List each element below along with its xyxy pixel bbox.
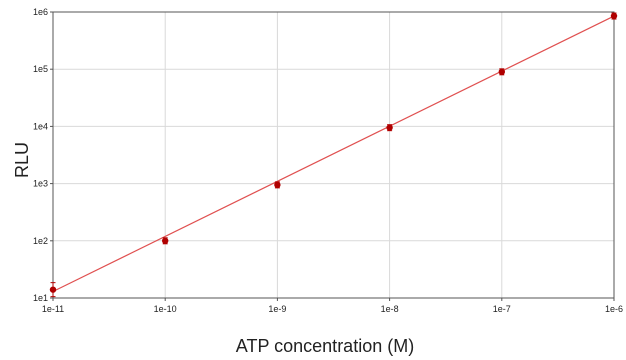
data-point: [274, 181, 281, 189]
data-point: [610, 12, 618, 20]
x-tick-label: 1e-10: [154, 304, 177, 314]
data-point: [162, 237, 169, 244]
grid-lines: [52, 11, 615, 299]
data-point: [498, 68, 505, 76]
y-tick-label: 1e2: [33, 236, 48, 246]
data-point: [386, 124, 393, 131]
data-points: [49, 12, 618, 298]
x-tick-label: 1e-7: [493, 304, 511, 314]
x-axis-ticks: 1e-11 1e-10 1e-9 1e-8 1e-7 1e-6: [42, 298, 623, 314]
x-tick-label: 1e-6: [605, 304, 623, 314]
x-tick-label: 1e-9: [268, 304, 286, 314]
y-tick-label: 1e5: [33, 64, 48, 74]
x-tick-label: 1e-8: [381, 304, 399, 314]
y-tick-label: 1e1: [33, 293, 48, 303]
fit-line-group: [52, 15, 615, 293]
y-tick-label: 1e3: [33, 179, 48, 189]
x-axis-label: ATP concentration (M): [236, 336, 414, 356]
fit-line: [52, 15, 615, 293]
x-tick-label: 1e-11: [42, 304, 64, 314]
y-tick-label: 1e6: [33, 7, 48, 17]
y-tick-label: 1e4: [33, 121, 48, 131]
y-axis-ticks: 1e1 1e2 1e3 1e4 1e5 1e6: [33, 7, 53, 303]
data-point: [49, 286, 57, 293]
y-axis-label: RLU: [12, 142, 32, 178]
plot-frame: [52, 11, 615, 299]
